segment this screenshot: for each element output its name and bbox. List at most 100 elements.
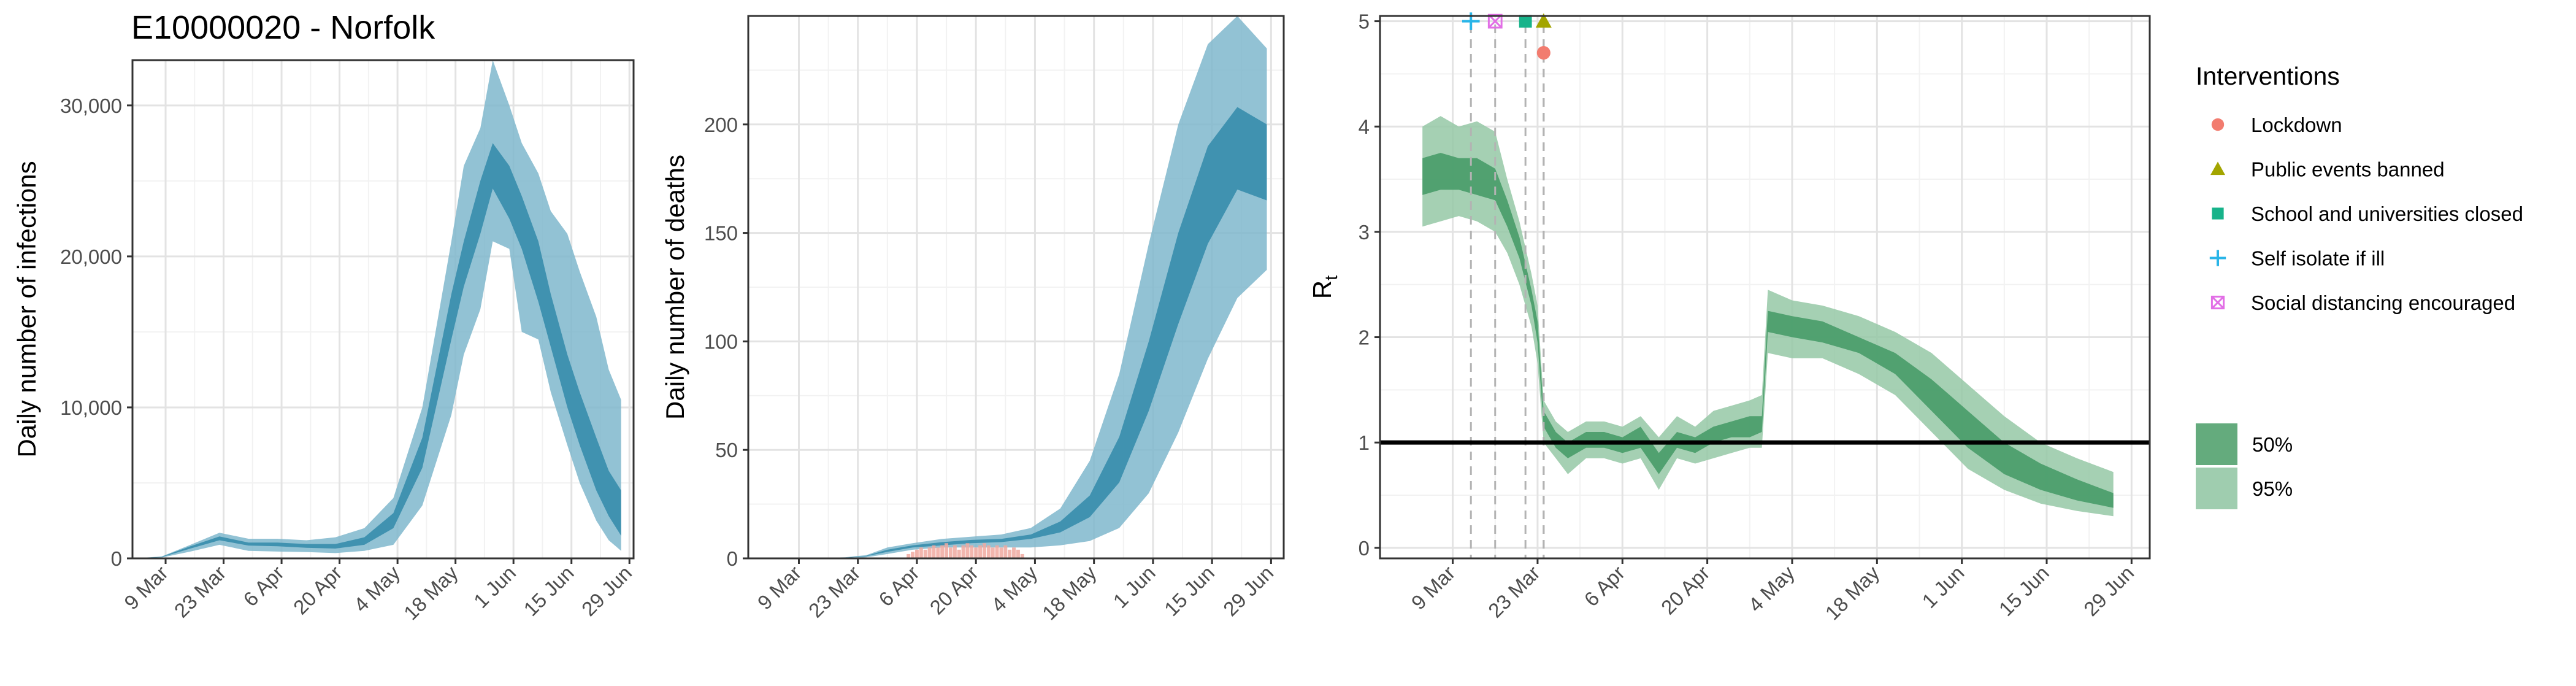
x-tick-label: 15 Jun bbox=[1995, 561, 2053, 620]
x-tick-label: 20 Apr bbox=[1657, 561, 1714, 619]
y-tick-label: 0 bbox=[727, 547, 738, 570]
legend-label: Self isolate if ill bbox=[2251, 247, 2385, 270]
x-tick-label: 20 Apr bbox=[926, 561, 983, 619]
observed-bar bbox=[957, 549, 961, 558]
legend-label: Lockdown bbox=[2251, 114, 2342, 136]
legend-key-square-x-box bbox=[2210, 295, 2225, 310]
legend-key-plus bbox=[2209, 250, 2226, 266]
observed-bar bbox=[995, 545, 999, 558]
observed-bar bbox=[978, 545, 983, 558]
band-50-pct bbox=[1422, 153, 2114, 508]
y-tick-label: 100 bbox=[704, 330, 738, 353]
x-tick-label: 4 May bbox=[349, 561, 404, 616]
intervention-marker bbox=[1519, 15, 1532, 28]
panel-border bbox=[747, 15, 1285, 560]
x-tick-label: 23 Mar bbox=[1484, 561, 1544, 622]
x-tick-label: 15 Jun bbox=[1160, 561, 1219, 620]
legend-band-swatch bbox=[2196, 468, 2237, 509]
legend-band-swatch bbox=[2196, 423, 2237, 465]
observed-bar bbox=[945, 543, 949, 558]
observed-bar bbox=[927, 547, 932, 558]
legend-label: School and universities closed bbox=[2251, 202, 2523, 225]
observed-bar bbox=[914, 549, 919, 558]
y-tick-label: 1 bbox=[1359, 431, 1370, 454]
panel-border bbox=[131, 59, 635, 560]
observed-bar bbox=[986, 545, 991, 558]
observed-bar bbox=[974, 547, 978, 558]
y-axis-title-sub: t bbox=[1322, 276, 1341, 280]
x-tick-label: 9 Mar bbox=[1407, 561, 1460, 614]
y-tick-label: 0 bbox=[1359, 537, 1370, 560]
x-tick-label: 23 Mar bbox=[804, 561, 865, 622]
legend-key-triangle bbox=[2210, 161, 2225, 175]
x-tick-label: 6 Apr bbox=[1580, 561, 1630, 611]
y-tick-label: 20,000 bbox=[60, 245, 122, 268]
y-tick-label: 200 bbox=[704, 114, 738, 136]
y-tick-label: 5 bbox=[1359, 10, 1370, 33]
y-tick-label: 2 bbox=[1359, 326, 1370, 349]
observed-bar bbox=[953, 545, 957, 558]
observed-bar bbox=[1012, 547, 1016, 558]
observed-bar bbox=[948, 547, 953, 558]
y-tick-label: 0 bbox=[111, 547, 122, 570]
x-tick-label: 18 May bbox=[399, 561, 462, 624]
intervention-marker-d2 bbox=[1488, 14, 1503, 29]
legend-band-label: 95% bbox=[2252, 477, 2293, 500]
x-tick-label: 6 Apr bbox=[874, 561, 924, 611]
y-axis-title: Daily number of infections bbox=[12, 161, 41, 457]
observed-bar bbox=[1016, 549, 1020, 558]
x-tick-label: 4 May bbox=[987, 561, 1042, 616]
x-tick-label: 18 May bbox=[1821, 561, 1884, 624]
y-tick-label: 10,000 bbox=[60, 396, 122, 419]
intervention-marker-box bbox=[1487, 13, 1503, 29]
x-tick-label: 6 Apr bbox=[239, 561, 288, 611]
observed-bar bbox=[907, 553, 911, 558]
legend-key-square-x bbox=[2210, 295, 2225, 310]
legend-band-label: 50% bbox=[2252, 433, 2293, 456]
intervention-marker bbox=[1535, 13, 1552, 28]
y-tick-label: 50 bbox=[715, 439, 738, 461]
x-tick-label: 29 Jun bbox=[577, 561, 636, 620]
x-tick-label: 20 Apr bbox=[289, 561, 347, 619]
x-tick-label: 9 Mar bbox=[753, 561, 806, 614]
y-tick-label: 4 bbox=[1359, 115, 1370, 138]
y-tick-label: 3 bbox=[1359, 221, 1370, 244]
observed-bar bbox=[1008, 549, 1012, 558]
chart-panel-rt: 0 1 2 3 4 5 9 Mar 23 Mar 6 Apr 20 Apr 4 May 18 May 1… bbox=[1308, 10, 2151, 624]
legend-key-square bbox=[2212, 207, 2224, 220]
observed-bar bbox=[1020, 553, 1024, 558]
legend: Interventions Lockdown Public events banne… bbox=[2196, 62, 2523, 509]
y-axis-title: Rt bbox=[1308, 276, 1341, 299]
x-tick-label: 18 May bbox=[1038, 561, 1101, 624]
page-title: E10000020 - Norfolk bbox=[131, 9, 435, 46]
observed-bar bbox=[999, 547, 1003, 558]
x-tick-label: 9 Mar bbox=[120, 561, 172, 614]
legend-label: Social distancing encouraged bbox=[2251, 291, 2515, 314]
legend-key-square-x-d2 bbox=[2211, 296, 2225, 309]
y-tick-label: 150 bbox=[704, 222, 738, 245]
x-tick-label: 23 Mar bbox=[170, 561, 231, 622]
observed-bar bbox=[1003, 545, 1008, 558]
observed-bar bbox=[970, 545, 974, 558]
observed-bar bbox=[923, 549, 927, 558]
band-50-pct bbox=[765, 107, 1267, 558]
x-tick-label: 29 Jun bbox=[1219, 561, 1278, 620]
y-tick-label: 30,000 bbox=[60, 94, 122, 117]
legend-label: Public events banned bbox=[2251, 158, 2445, 181]
y-axis-title: Daily number of deaths bbox=[661, 155, 689, 420]
intervention-marker bbox=[1487, 13, 1503, 29]
x-tick-label: 1 Jun bbox=[469, 561, 520, 612]
observed-bar bbox=[982, 543, 986, 558]
legend-title: Interventions bbox=[2196, 62, 2340, 90]
observed-bar bbox=[991, 547, 995, 558]
x-tick-label: 15 Jun bbox=[519, 561, 578, 620]
x-tick-label: 1 Jun bbox=[1109, 561, 1160, 612]
observed-bar bbox=[932, 545, 936, 558]
x-tick-label: 29 Jun bbox=[2079, 561, 2138, 620]
legend-key-circle bbox=[2211, 118, 2225, 131]
y-axis-title-main: R bbox=[1308, 280, 1336, 299]
